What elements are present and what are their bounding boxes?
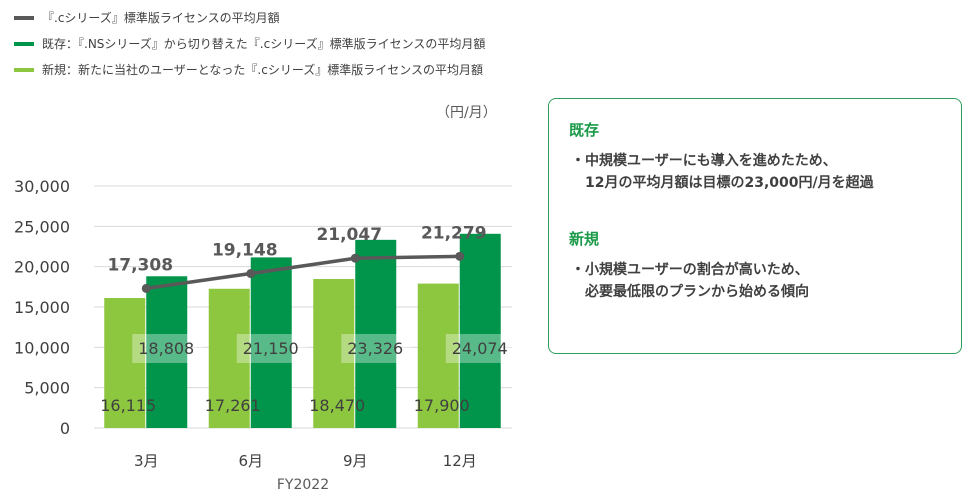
- note-line-new-1: ・小規模ユーザーの割合が高いため、: [571, 262, 809, 278]
- bar-line-chart: 0 5,000 10,000 15,000 20,000 25,000 30,000 16,1…: [14, 177, 516, 493]
- bar-existing: [459, 233, 501, 428]
- x-tick-label: 3月: [134, 452, 159, 470]
- bar-new: [104, 298, 146, 428]
- bar-new: [417, 283, 459, 428]
- data-label-existing: 23,326: [347, 339, 403, 358]
- bar-new: [313, 279, 355, 428]
- legend-item-existing: 既存：『.NSシリーズ』から切り替えた『.cシリーズ』標準版ライセンスの平均月額: [14, 35, 485, 52]
- legend-swatch-average: [14, 15, 34, 20]
- bar-new: [208, 288, 250, 428]
- data-label-existing: 18,808: [138, 339, 194, 358]
- legend-label-existing: 既存：『.NSシリーズ』から切り替えた『.cシリーズ』標準版ライセンスの平均月額: [42, 37, 486, 51]
- data-label-new: 18,470: [309, 396, 365, 415]
- data-label-box-existing: [132, 334, 203, 363]
- line-point-average: [455, 251, 465, 261]
- bar-existing: [355, 239, 397, 428]
- data-label-new: 17,261: [205, 396, 261, 415]
- notes-box: 既存 ・中規模ユーザーにも導入を進めたため、 12月の平均月額は目標の23,00…: [548, 98, 962, 354]
- legend-label-average: 『.cシリーズ』標準版ライセンスの平均月額: [42, 11, 280, 25]
- note-line-existing-1: ・中規模ユーザーにも導入を進めたため、: [571, 153, 837, 169]
- y-tick-label: 25,000: [14, 217, 70, 236]
- legend-item-average: 『.cシリーズ』標準版ライセンスの平均月額: [14, 9, 280, 26]
- bar-existing: [250, 257, 292, 428]
- legend-item-new: 新規：新たに当社のユーザーとなった『.cシリーズ』標準版ライセンスの平均月額: [14, 61, 483, 78]
- line-point-average: [350, 253, 360, 263]
- y-tick-label: 10,000: [14, 338, 70, 357]
- y-tick-label: 15,000: [14, 298, 70, 317]
- legend-label-new: 新規：新たに当社のユーザーとなった『.cシリーズ』標準版ライセンスの平均月額: [42, 63, 483, 77]
- x-tick-label: 9月: [343, 452, 368, 470]
- line-point-average: [246, 269, 256, 279]
- series-line-average: [146, 254, 460, 291]
- data-label-existing: 24,074: [452, 339, 508, 358]
- y-tick-label: 0: [60, 419, 70, 438]
- data-label-new: 17,900: [414, 396, 470, 415]
- data-label-new: 16,115: [100, 396, 156, 415]
- note-heading-new: 新規: [569, 230, 600, 248]
- data-label-average: 17,308: [107, 255, 173, 275]
- x-axis-label: FY2022: [277, 477, 329, 493]
- x-tick-label: 12月: [443, 452, 477, 470]
- legend-swatch-existing: [14, 41, 34, 46]
- note-line-new-2: 必要最低限のプランから始める傾向: [571, 284, 809, 300]
- data-label-average: 21,047: [316, 225, 382, 245]
- data-label-box-existing: [236, 334, 307, 363]
- x-tick-label: 6月: [238, 452, 263, 470]
- note-heading-existing: 既存: [569, 121, 600, 139]
- unit-label: （円/月）: [436, 105, 497, 121]
- y-tick-label: 20,000: [14, 258, 70, 277]
- data-label-box-existing: [445, 334, 516, 363]
- data-label-box-existing: [341, 334, 412, 363]
- line-point-average: [141, 283, 151, 293]
- data-label-existing: 21,150: [243, 339, 299, 358]
- bar-existing: [146, 276, 188, 428]
- data-label-average: 19,148: [212, 241, 278, 261]
- y-tick-label: 30,000: [14, 177, 70, 196]
- data-label-average: 21,279: [421, 223, 487, 243]
- legend-swatch-new: [14, 67, 34, 72]
- note-line-existing-2: 12月の平均月額は目標の23,000円/月を超過: [571, 175, 874, 191]
- y-tick-label: 5,000: [24, 379, 70, 398]
